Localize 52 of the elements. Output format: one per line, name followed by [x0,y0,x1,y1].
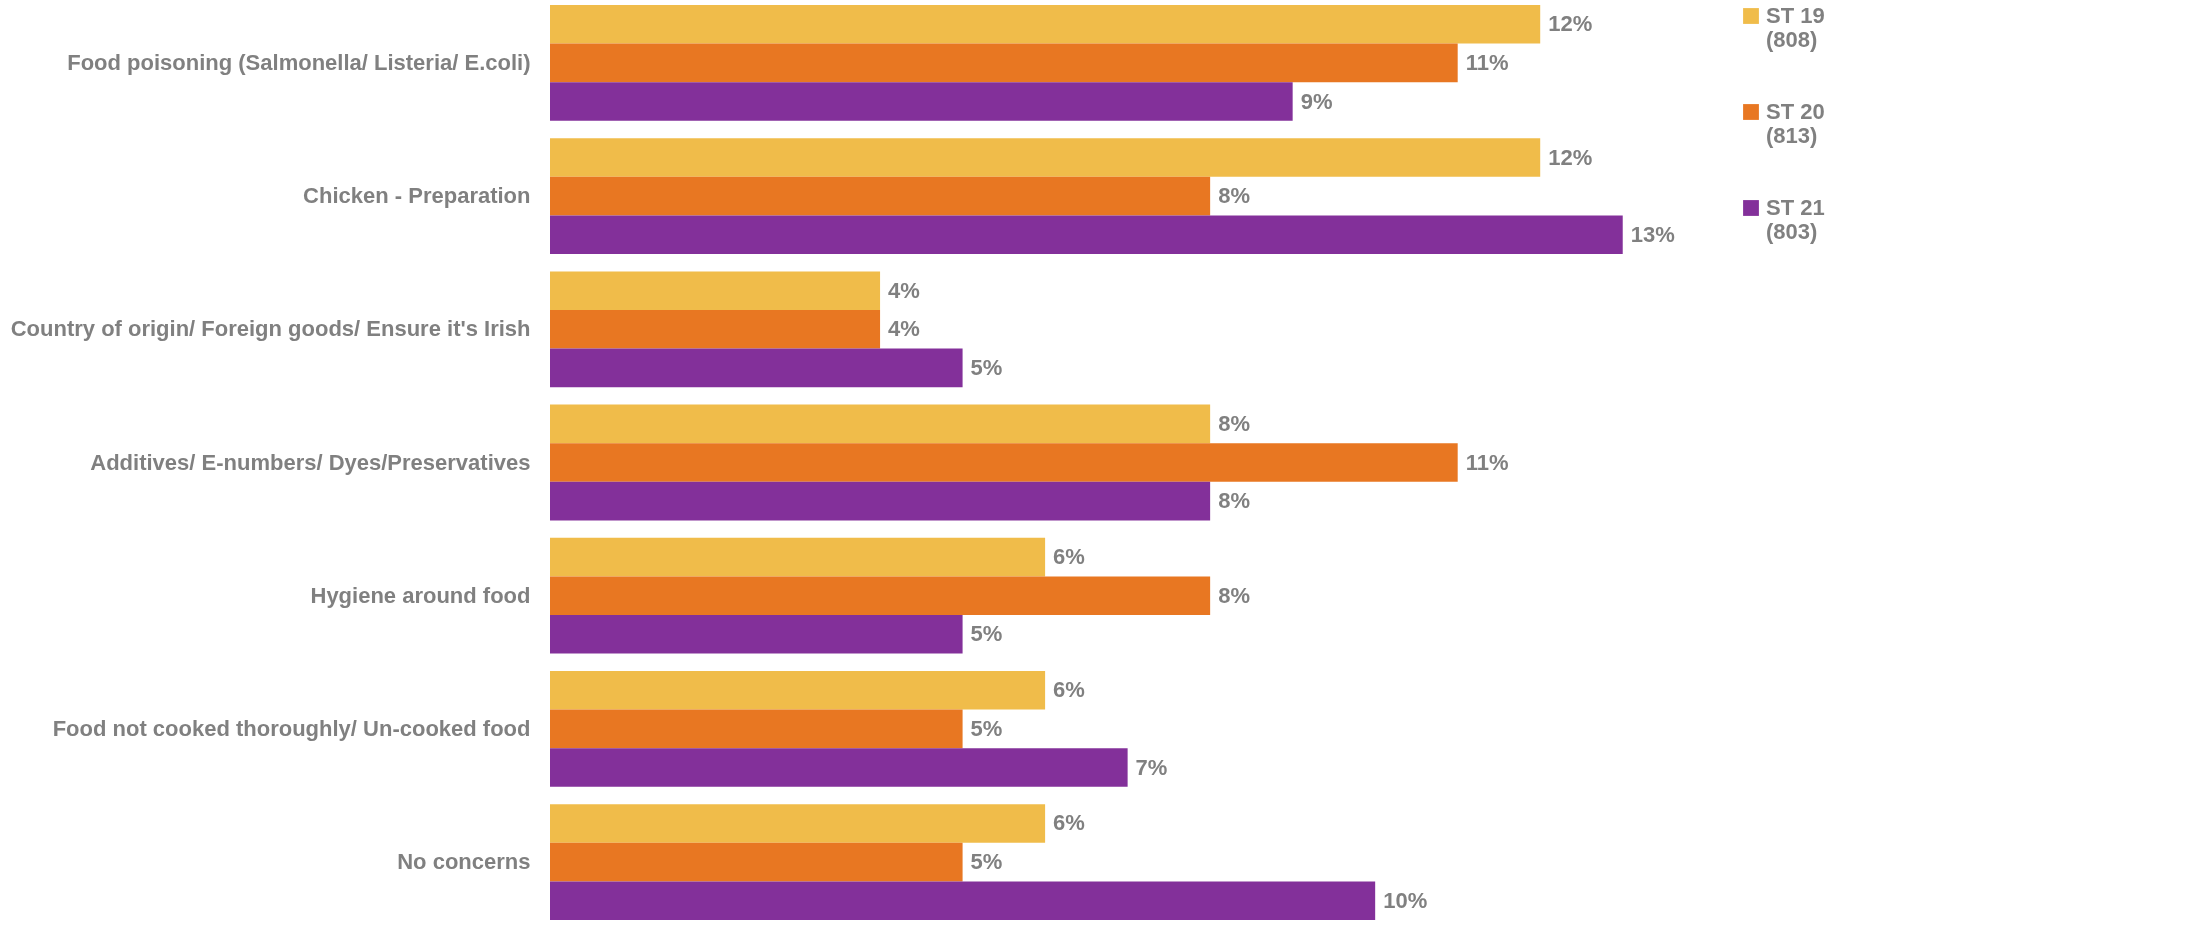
legend-label: ST 20 (813) [1766,99,1825,148]
bar [550,404,1211,444]
y-tick-label: Hygiene around food [310,582,531,608]
data-label: 5% [970,354,1003,380]
data-label: 12% [1548,144,1593,170]
bar [550,215,1623,255]
y-tick-label: Food not cooked thoroughly/ Un-cooked food [52,715,531,741]
data-label: 5% [970,849,1003,875]
data-label: 5% [970,621,1003,647]
bar [550,842,963,882]
data-label: 6% [1053,544,1085,570]
y-tick-label: Food poisoning (Salmonella/ Listeria/ E.coli) [67,49,531,75]
bar [550,615,963,654]
data-label: 8% [1218,183,1250,209]
bar [550,481,1211,521]
bar [550,176,1211,216]
bar [550,443,1458,482]
data-label: 6% [1053,810,1085,836]
bar [550,43,1458,83]
bar [550,537,1046,577]
bar [550,748,1128,787]
bar [550,348,963,388]
data-label: 8% [1218,410,1250,436]
legend-label: ST 19 (808) [1766,3,1825,52]
data-label: 6% [1053,677,1085,703]
data-label: 4% [888,277,920,303]
data-label: 5% [970,715,1003,741]
bar [550,5,1541,44]
bar [550,881,1376,920]
data-label: 13% [1630,221,1675,247]
legend-label: ST 21 (803) [1766,195,1825,244]
data-label: 11% [1465,49,1509,75]
bar [550,82,1293,121]
data-label: 9% [1300,88,1333,114]
y-tick-label: Chicken - Preparation [303,183,531,209]
bar [550,310,881,349]
data-label: 11% [1465,449,1509,475]
data-label: 10% [1383,887,1428,913]
y-tick-label: Country of origin/ Foreign goods/ Ensure it's Irish [10,316,531,342]
bar [550,709,963,749]
y-tick-label: Additives/ E-numbers/ Dyes/Preservatives [90,449,531,475]
bar [550,271,881,310]
data-label: 7% [1135,754,1168,780]
bar [550,576,1211,615]
data-label: 8% [1218,582,1250,608]
bar [550,670,1046,710]
bar [550,804,1046,843]
bar [550,138,1541,177]
data-label: 12% [1548,11,1593,37]
data-label: 4% [888,316,920,342]
data-label: 8% [1218,488,1250,514]
y-tick-label: No concerns [397,849,531,875]
